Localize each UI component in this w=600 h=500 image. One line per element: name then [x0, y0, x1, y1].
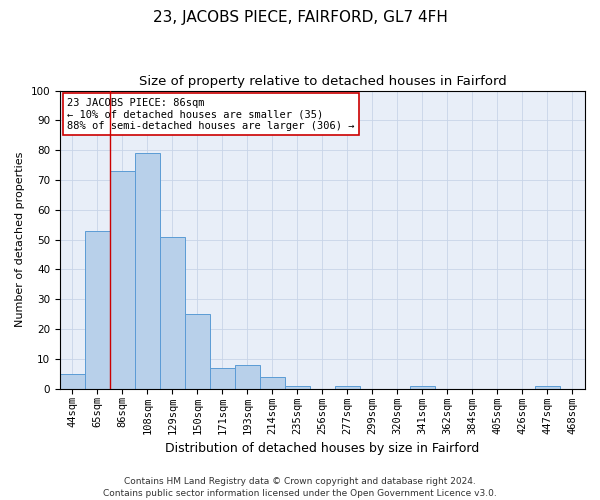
Bar — [235, 364, 260, 388]
Bar — [535, 386, 560, 388]
Text: 23 JACOBS PIECE: 86sqm
← 10% of detached houses are smaller (35)
88% of semi-det: 23 JACOBS PIECE: 86sqm ← 10% of detached… — [67, 98, 355, 130]
Bar — [285, 386, 310, 388]
Bar — [185, 314, 210, 388]
Text: 23, JACOBS PIECE, FAIRFORD, GL7 4FH: 23, JACOBS PIECE, FAIRFORD, GL7 4FH — [152, 10, 448, 25]
Bar — [85, 230, 110, 388]
Title: Size of property relative to detached houses in Fairford: Size of property relative to detached ho… — [139, 75, 506, 88]
Bar — [260, 376, 285, 388]
Bar — [60, 374, 85, 388]
Bar — [410, 386, 435, 388]
X-axis label: Distribution of detached houses by size in Fairford: Distribution of detached houses by size … — [166, 442, 479, 455]
Bar — [335, 386, 360, 388]
Bar — [210, 368, 235, 388]
Y-axis label: Number of detached properties: Number of detached properties — [15, 152, 25, 327]
Bar — [135, 153, 160, 388]
Text: Contains HM Land Registry data © Crown copyright and database right 2024.
Contai: Contains HM Land Registry data © Crown c… — [103, 476, 497, 498]
Bar — [110, 171, 135, 388]
Bar — [160, 236, 185, 388]
